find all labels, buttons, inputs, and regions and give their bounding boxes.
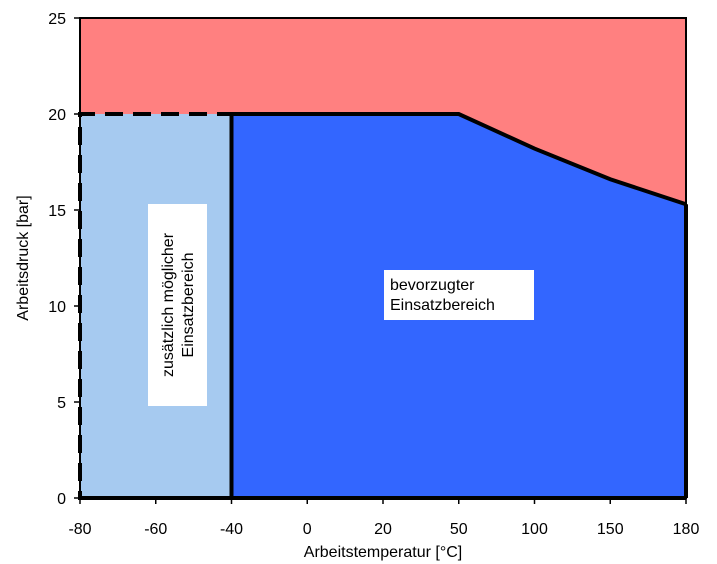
x-tick-label: 180 (673, 521, 700, 538)
additional-label-text: Einsatzbereich (180, 253, 197, 358)
y-tick-label: 15 (48, 203, 66, 220)
x-tick-label: 0 (303, 521, 312, 538)
preferred-label-text: Einsatzbereich (390, 297, 495, 314)
y-tick-label: 10 (48, 299, 66, 316)
additional-label-text: zusätzlich möglicher (160, 232, 177, 377)
additional-label-box (148, 204, 207, 406)
x-tick-label: 100 (521, 521, 548, 538)
x-axis-label: Arbeitstemperatur [°C] (304, 544, 462, 561)
x-tick-label: 20 (374, 521, 392, 538)
preferred-label-box (384, 270, 534, 320)
y-tick-label: 25 (48, 11, 66, 28)
x-tick-label: 150 (597, 521, 624, 538)
y-tick-label: 5 (57, 395, 66, 412)
preferred-label-text: bevorzugter (390, 277, 475, 294)
x-tick-label: -40 (220, 521, 243, 538)
x-tick-label: 50 (450, 521, 468, 538)
y-axis-ticks: 0 5 10 15 20 25 (48, 11, 80, 508)
region-unsuitable (80, 18, 686, 205)
y-axis-label: Arbeitsdruck [bar] (15, 195, 32, 320)
y-tick-label: 0 (57, 491, 66, 508)
x-tick-label: -60 (144, 521, 167, 538)
preferred-range-boundary (231, 112, 687, 207)
y-tick-label: 20 (48, 107, 66, 124)
x-axis-ticks: -80 -60 -40 0 20 50 100 150 180 (68, 498, 699, 538)
x-tick-label: -80 (68, 521, 91, 538)
